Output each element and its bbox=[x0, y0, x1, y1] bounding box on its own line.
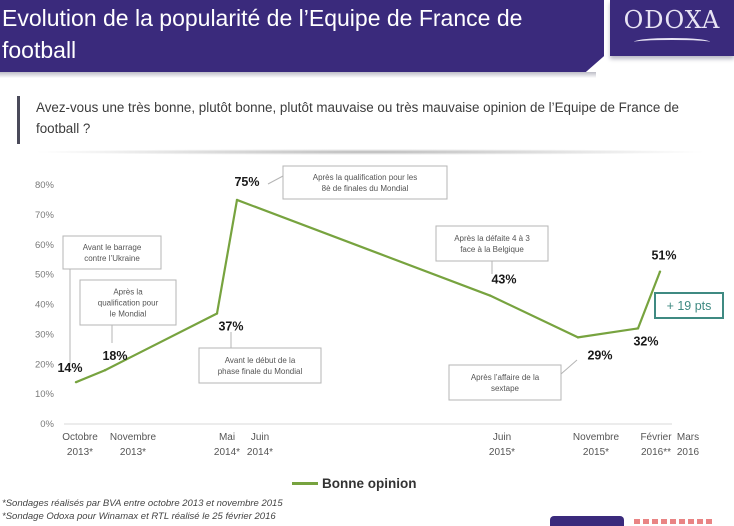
data-point bbox=[488, 294, 492, 297]
callout-box bbox=[198, 347, 322, 384]
y-tick-label: 20% bbox=[35, 359, 55, 370]
callout-box bbox=[435, 225, 549, 262]
callout-text: face à la Belgique bbox=[460, 245, 524, 254]
callout-box bbox=[448, 364, 562, 401]
x-tick-label: Octobre bbox=[62, 432, 98, 443]
odoxa-logo: ODOXA bbox=[610, 0, 734, 56]
question-divider bbox=[30, 149, 710, 155]
y-tick-label: 50% bbox=[35, 270, 55, 281]
footnote-2: *Sondage Odoxa pour Winamax et RTL réali… bbox=[2, 511, 276, 522]
callout-box bbox=[62, 235, 162, 270]
data-label: 37% bbox=[218, 319, 243, 333]
data-label: 51% bbox=[651, 249, 676, 263]
data-point bbox=[103, 369, 107, 372]
logo-text: ODOXA bbox=[623, 6, 721, 34]
series-line-bonne-opinion bbox=[75, 198, 662, 384]
page-title: Evolution de la popularité de l’Equipe d… bbox=[2, 5, 523, 63]
callout-text: 8è de finales du Mondial bbox=[322, 184, 409, 193]
data-label: 29% bbox=[587, 348, 612, 362]
x-tick-label: 2015* bbox=[583, 447, 609, 458]
chart-legend: Bonne opinion bbox=[292, 476, 416, 491]
callout-text: Avant le barrage bbox=[83, 243, 142, 252]
change-badge-text: + 19 pts bbox=[667, 299, 712, 313]
header-shadow bbox=[0, 72, 596, 78]
header-banner: Evolution de la popularité de l’Equipe d… bbox=[0, 0, 604, 72]
x-tick-label: Juin bbox=[251, 432, 269, 443]
callout-text: sextape bbox=[491, 384, 520, 393]
x-tick-label: Juin bbox=[493, 432, 511, 443]
y-tick-label: 40% bbox=[35, 300, 55, 311]
x-tick-label: 2016** bbox=[641, 447, 671, 458]
x-tick-label: Mai bbox=[219, 432, 235, 443]
callout-text: Avant le début de la bbox=[225, 356, 296, 365]
data-label: 75% bbox=[234, 175, 259, 189]
data-point bbox=[74, 380, 78, 384]
x-tick-label: 2014* bbox=[214, 447, 240, 458]
y-tick-label: 30% bbox=[35, 329, 55, 340]
data-label: 32% bbox=[633, 334, 658, 348]
footer-logo-strip bbox=[634, 519, 714, 524]
callout-text: Après l’affaire de la bbox=[471, 373, 540, 382]
logo-arc-icon bbox=[634, 38, 710, 46]
callout-text: contre l’Ukraine bbox=[84, 254, 140, 263]
y-tick-label: 70% bbox=[35, 210, 55, 221]
x-tick-label: 2013* bbox=[120, 447, 146, 458]
callout-box bbox=[79, 279, 177, 326]
callout-text: Après la bbox=[113, 288, 143, 297]
data-point bbox=[658, 270, 662, 273]
x-tick-label: 2013* bbox=[67, 447, 93, 458]
x-tick-label: 2016 bbox=[677, 447, 700, 458]
y-tick-label: 60% bbox=[35, 240, 55, 251]
y-tick-label: 0% bbox=[40, 419, 54, 430]
data-label: 43% bbox=[491, 273, 516, 287]
x-tick-label: 2015* bbox=[489, 447, 515, 458]
callout-leader-line bbox=[267, 175, 284, 185]
data-point bbox=[636, 327, 640, 330]
x-tick-label: 2014* bbox=[247, 447, 273, 458]
data-point bbox=[235, 198, 239, 202]
callout-box bbox=[282, 165, 448, 200]
callout-text: qualification pour bbox=[98, 299, 159, 308]
y-tick-label: 10% bbox=[35, 389, 55, 400]
footnote-1: *Sondages réalisés par BVA entre octobre… bbox=[2, 498, 283, 509]
legend-label: Bonne opinion bbox=[322, 476, 417, 491]
x-tick-label: Mars bbox=[677, 432, 699, 443]
x-tick-label: Novembre bbox=[110, 432, 157, 443]
data-point bbox=[576, 336, 580, 339]
callout-leader-line bbox=[560, 359, 578, 375]
data-label: 18% bbox=[102, 349, 127, 363]
callout-text: le Mondial bbox=[110, 310, 147, 319]
data-label: 14% bbox=[57, 361, 82, 375]
line-chart: 0% 10% 20% 30% 40% 50% 60% 70% 80% Octobre 2013* No… bbox=[35, 165, 724, 458]
change-badge bbox=[654, 292, 724, 319]
legend-swatch-icon bbox=[292, 482, 318, 485]
callout-text: Après la défaite 4 à 3 bbox=[454, 234, 530, 243]
y-tick-label: 80% bbox=[35, 180, 55, 191]
survey-question: Avez-vous une très bonne, plutôt bonne, … bbox=[36, 100, 679, 136]
data-point bbox=[215, 312, 219, 315]
x-tick-label: Février bbox=[640, 432, 672, 443]
callout-text: Après la qualification pour les bbox=[313, 173, 418, 182]
footer-tab bbox=[550, 516, 624, 526]
callout-text: phase finale du Mondial bbox=[218, 367, 303, 376]
question-accent-bar bbox=[17, 96, 20, 144]
x-tick-label: Novembre bbox=[573, 432, 620, 443]
